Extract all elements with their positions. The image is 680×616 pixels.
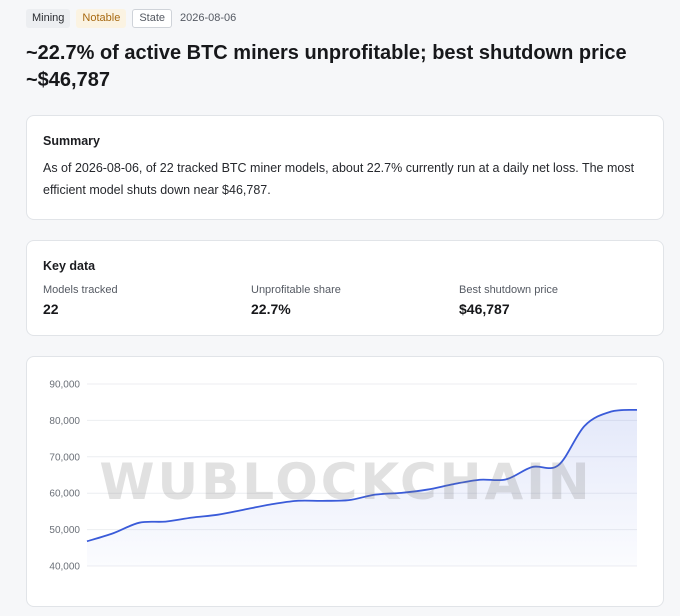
data-point (191, 517, 193, 519)
y-tick-label: 50,000 (49, 525, 80, 536)
data-point (296, 500, 298, 502)
data-point (165, 521, 167, 523)
data-point (217, 514, 219, 516)
summary-card: Summary As of 2026-08-06, of 22 tracked … (26, 115, 664, 220)
y-tick-label: 80,000 (49, 416, 80, 427)
state-tag[interactable]: State (132, 8, 173, 28)
mining-tag[interactable]: Mining (26, 8, 71, 28)
data-point (400, 492, 402, 494)
y-tick-label: 40,000 (49, 562, 80, 573)
stat-best-shutdown-price: Best shutdown price $46,787 (459, 284, 558, 317)
data-point (86, 540, 88, 542)
data-point (584, 425, 586, 427)
series-area-fill (87, 409, 637, 566)
data-point (453, 483, 455, 485)
data-point (531, 466, 533, 468)
summary-text: As of 2026-08-06, of 22 tracked BTC mine… (43, 161, 635, 197)
key-data-title: Key data (43, 259, 96, 273)
notable-tag[interactable]: Notable (76, 8, 127, 28)
series-line (86, 408, 638, 543)
data-point (505, 479, 507, 481)
stat-label: Unprofitable share (251, 284, 341, 296)
y-tick-label: 60,000 (49, 489, 80, 500)
stat-label: Best shutdown price (459, 284, 559, 296)
stat-label: Models tracked (43, 284, 118, 296)
page-title: ~22.7% of active BTC miners unprofitable… (26, 42, 627, 91)
data-point (348, 499, 350, 501)
data-point (243, 509, 245, 511)
key-data-card: Key data Models tracked 22 Unprofitable … (26, 240, 664, 336)
stat-unprofitable-share: Unprofitable share 22.7% (251, 284, 341, 317)
article-date: 2026-08-06 (180, 12, 237, 24)
stat-value: $46,787 (459, 301, 510, 317)
y-tick-label: 70,000 (49, 452, 80, 463)
data-point (374, 494, 376, 496)
stat-value: 22.7% (251, 301, 291, 317)
data-point (558, 464, 560, 466)
shutdown-price-chart: 40,000 50,000 60,000 70,000 80,000 90,000 (49, 380, 638, 573)
y-tick-label: 90,000 (49, 380, 80, 391)
data-point (427, 489, 429, 491)
data-point (139, 522, 141, 524)
tag-row: Mining Notable State 2026-08-06 (26, 8, 236, 28)
data-point (322, 500, 324, 502)
data-point (610, 411, 612, 413)
stat-value: 22 (43, 301, 59, 317)
summary-title: Summary (43, 134, 100, 148)
data-point (270, 504, 272, 506)
data-point (636, 409, 638, 411)
data-point (112, 532, 114, 534)
stat-models-tracked: Models tracked 22 (43, 284, 118, 317)
data-point (479, 479, 481, 481)
chart-card: 40,000 50,000 60,000 70,000 80,000 90,000 WUB… (26, 356, 664, 607)
